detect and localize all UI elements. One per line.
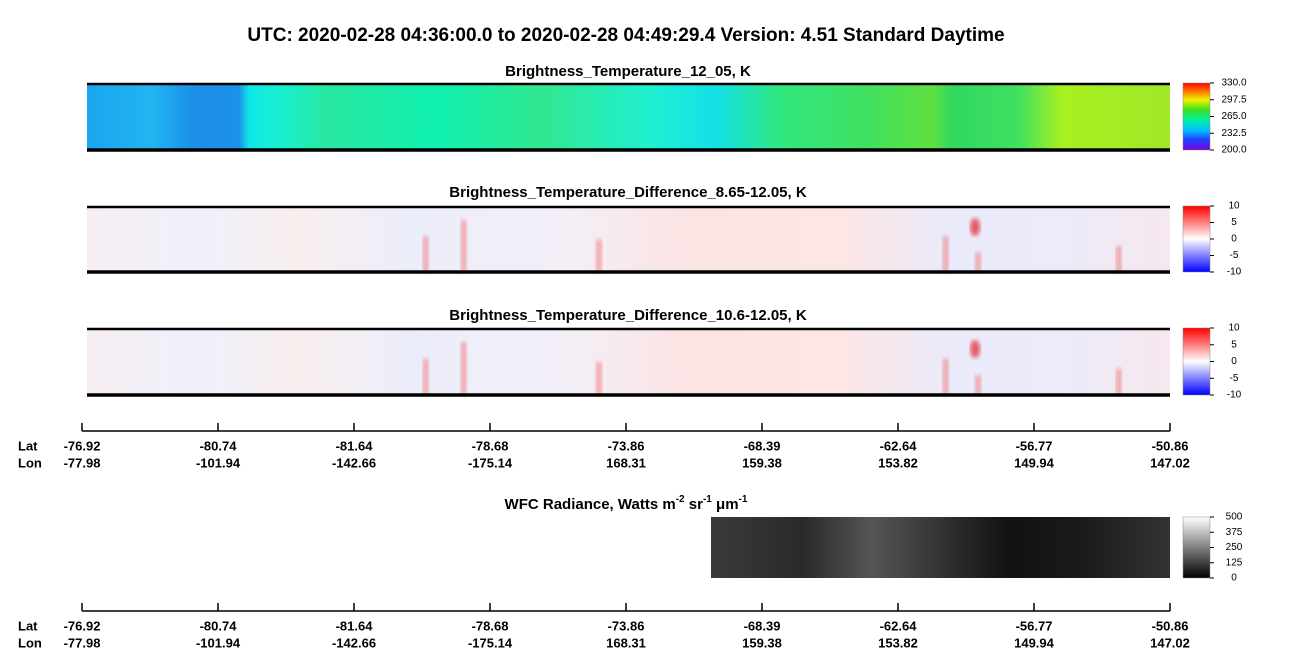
lon-tick-label: -101.94 [196, 635, 241, 650]
colorbar [1182, 327, 1211, 396]
lat-tick-label: -56.77 [1016, 618, 1053, 633]
axis-label: Lon [18, 635, 42, 650]
streak [970, 340, 981, 358]
lon-tick-label: 159.38 [742, 455, 782, 470]
colorbar-tick-label: 200.0 [1221, 145, 1246, 156]
lat-tick-label: -50.86 [1152, 618, 1189, 633]
title-part: WFC Radiance, Watts m [505, 496, 676, 513]
colorbar-tick-label: 330.0 [1221, 78, 1246, 89]
lat-tick-label: -73.86 [608, 438, 645, 453]
page-title: UTC: 2020-02-28 04:36:00.0 to 2020-02-28… [247, 25, 1004, 46]
lon-tick-label: 168.31 [606, 455, 646, 470]
lat-tick-label: -56.77 [1016, 438, 1053, 453]
streak [460, 342, 467, 395]
colorbar-tick-label: 125 [1226, 557, 1243, 568]
strip-image [87, 329, 1170, 395]
colorbar-tick-label: -10 [1227, 267, 1242, 278]
colorbar-tick-label: -10 [1227, 390, 1242, 401]
colorbar-tick-label: 265.0 [1221, 111, 1246, 122]
axis-label: Lat [18, 438, 38, 453]
colorbar-tick-label: 10 [1228, 323, 1240, 334]
lon-tick-label: 168.31 [606, 635, 646, 650]
colorbar-tick-label: 0 [1231, 356, 1237, 367]
colorbar-tick-label: 500 [1226, 512, 1243, 523]
lon-tick-label: 159.38 [742, 635, 782, 650]
streak [422, 236, 429, 272]
colorbar-tick-label: 250 [1226, 542, 1243, 553]
title-part: sr [685, 496, 704, 513]
lat-tick-label: -76.92 [64, 438, 101, 453]
streak [975, 252, 982, 272]
lon-tick-label: -77.98 [64, 635, 101, 650]
wfc-image [711, 517, 1170, 578]
superscript: -1 [739, 494, 748, 505]
lon-tick-label: -77.98 [64, 455, 101, 470]
colorbar [1182, 516, 1211, 579]
streak [596, 239, 603, 272]
lon-tick-label: 149.94 [1014, 635, 1055, 650]
lon-tick-label: 147.02 [1150, 455, 1190, 470]
lon-tick-label: 153.82 [878, 635, 918, 650]
lon-tick-label: -142.66 [332, 635, 376, 650]
lon-tick-label: -175.14 [468, 635, 513, 650]
streak [1115, 246, 1122, 272]
lat-tick-label: -81.64 [336, 438, 374, 453]
lat-tick-label: -78.68 [472, 438, 509, 453]
panel-title: Brightness_Temperature_Difference_10.6-1… [449, 307, 807, 324]
streak [422, 358, 429, 395]
lat-tick-label: -50.86 [1152, 438, 1189, 453]
lat-tick-label: -81.64 [336, 618, 374, 633]
lon-tick-label: -101.94 [196, 455, 241, 470]
streak [975, 375, 982, 395]
colorbar-tick-label: 232.5 [1221, 128, 1246, 139]
lat-tick-label: -80.74 [200, 438, 238, 453]
lat-tick-label: -73.86 [608, 618, 645, 633]
colorbar-tick-label: 10 [1228, 201, 1240, 212]
streak [596, 362, 603, 395]
lat-tick-label: -80.74 [200, 618, 238, 633]
colorbar-tick-label: -5 [1230, 250, 1239, 261]
superscript: -2 [676, 494, 685, 505]
lat-tick-label: -68.39 [744, 438, 781, 453]
colorbar-tick-label: 0 [1231, 234, 1237, 245]
lat-tick-label: -62.64 [880, 618, 918, 633]
axis-label: Lat [18, 618, 38, 633]
axis-label: Lon [18, 455, 42, 470]
lat-tick-label: -76.92 [64, 618, 101, 633]
lat-tick-label: -68.39 [744, 618, 781, 633]
lon-tick-label: 149.94 [1014, 455, 1055, 470]
panel-title: Brightness_Temperature_12_05, K [505, 63, 751, 80]
colorbar [1182, 82, 1211, 151]
streak [1115, 368, 1122, 395]
title-part: μm [712, 496, 739, 513]
lon-tick-label: -142.66 [332, 455, 376, 470]
panel-title: Brightness_Temperature_Difference_8.65-1… [449, 184, 807, 201]
streak [942, 236, 949, 272]
lat-tick-label: -78.68 [472, 618, 509, 633]
colorbar-tick-label: 5 [1231, 217, 1237, 228]
colorbar-tick-label: 5 [1231, 339, 1237, 350]
strip-image [87, 207, 1170, 272]
streak [970, 218, 981, 236]
lon-tick-label: -175.14 [468, 455, 513, 470]
colorbar-tick-label: 0 [1231, 573, 1237, 584]
superscript: -1 [703, 494, 712, 505]
strip-image [87, 84, 1170, 150]
colorbar-tick-label: -5 [1230, 373, 1239, 384]
colorbar-tick-label: 297.5 [1221, 94, 1246, 105]
lon-tick-label: 153.82 [878, 455, 918, 470]
streak [942, 358, 949, 395]
lon-tick-label: 147.02 [1150, 635, 1190, 650]
panel-title: WFC Radiance, Watts m-2 sr-1 μm-1 [505, 494, 748, 513]
streak [460, 220, 467, 272]
lat-tick-label: -62.64 [880, 438, 918, 453]
colorbar-tick-label: 375 [1226, 527, 1243, 538]
colorbar [1182, 205, 1211, 273]
